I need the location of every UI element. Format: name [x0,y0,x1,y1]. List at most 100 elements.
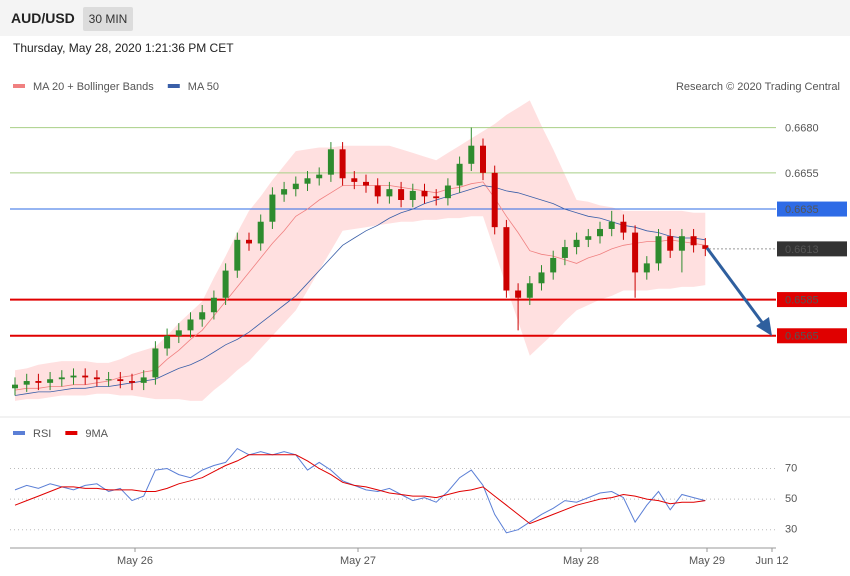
candle-body [316,174,323,179]
source-credit: Research © 2020 Trading Central [676,81,840,93]
header-bar [0,0,850,36]
legend-swatch [13,84,25,88]
candle-body [620,221,627,233]
candle-body [58,377,65,380]
datetime: Thursday, May 28, 2020 1:21:36 PM CET [13,41,234,55]
candle-body [140,377,147,383]
rsi-line [14,454,706,525]
candle-body [82,375,89,378]
candle-body [234,239,241,271]
candle-body [164,335,171,349]
candle-body [690,236,697,246]
candle-body [468,145,475,164]
candle-body [433,196,440,199]
candle-body [643,263,650,273]
candle-body [538,272,545,284]
candle-body [632,232,639,273]
bollinger-band [15,100,706,401]
candle-body [152,348,159,378]
level-label: 0.6680 [785,122,819,134]
timeframe-button[interactable]: 30 MIN [83,7,133,31]
candle-body [503,227,510,291]
candle-body [491,172,498,228]
candle-body [444,185,451,199]
candle-body [222,270,229,298]
forecast-arrowhead [756,317,772,336]
level-label-box [777,292,847,308]
candle-body [678,236,685,251]
candle-body [269,194,276,222]
level-label: 0.6613 [785,244,819,256]
candle-body [129,381,135,383]
candle-body [480,145,486,173]
candle-body [304,178,311,184]
level-label: 0.6655 [785,168,819,180]
candle-body [351,178,358,182]
candle-body [199,312,206,320]
forecast-arrow [705,247,766,326]
candle-body [561,247,568,258]
candle-body [339,149,346,179]
level-label-box [777,201,847,217]
legend-label: MA 50 [188,81,219,93]
candle-body [210,297,217,313]
ma20-line [14,181,706,391]
y-tick-label: 30 [785,524,797,536]
x-tick-label: May 29 [689,555,725,567]
legend-label: MA 20 + Bollinger Bands [33,81,154,93]
candle-body [667,236,674,251]
legend-swatch [65,431,78,435]
legend-swatch [13,431,25,435]
ma50-line [14,185,706,396]
x-tick-label: Jun 12 [755,555,788,567]
candle-body [608,221,615,229]
level-label-box [777,241,847,257]
symbol: AUD/USD [11,10,75,26]
candle-body [526,283,533,298]
candle-body [550,257,557,273]
candle-body [363,181,369,186]
rsi-line [14,447,706,534]
level-label-box [777,328,847,344]
candle-body [187,319,194,331]
x-tick-label: May 26 [117,555,153,567]
level-label: 0.6635 [785,204,819,216]
candle-body [93,377,100,380]
candle-body [281,189,288,195]
candle-body [12,384,18,389]
y-tick-label: 70 [785,462,797,474]
candle-body [573,239,580,248]
candle-body [456,163,463,186]
candle-body [597,228,603,237]
candle-body [35,381,42,383]
candle-body [409,190,416,200]
x-tick-label: May 28 [563,555,599,567]
legend-label: RSI [33,428,51,440]
candle-body [246,239,252,244]
candle-body [515,290,522,298]
candle-body [175,330,182,336]
candle-body [70,375,77,378]
legend-swatch [167,84,180,88]
candle-body [117,379,124,382]
level-label: 0.6565 [785,331,819,343]
candle-body [398,189,405,200]
candle-body [374,185,381,197]
candle-body [386,189,393,197]
x-tick-label: May 27 [340,555,376,567]
candle-body [47,379,54,383]
candle-body [105,379,112,381]
candle-body [655,236,662,264]
candle-body [702,245,709,249]
candle-body [23,381,30,385]
level-label: 0.6585 [785,294,819,306]
candle-body [585,236,592,240]
candle-body [257,221,264,244]
candle-body [421,190,428,197]
legend-label: 9MA [85,428,108,440]
candle-body [327,149,334,175]
y-tick-label: 50 [785,493,797,505]
candle-body [292,183,299,190]
